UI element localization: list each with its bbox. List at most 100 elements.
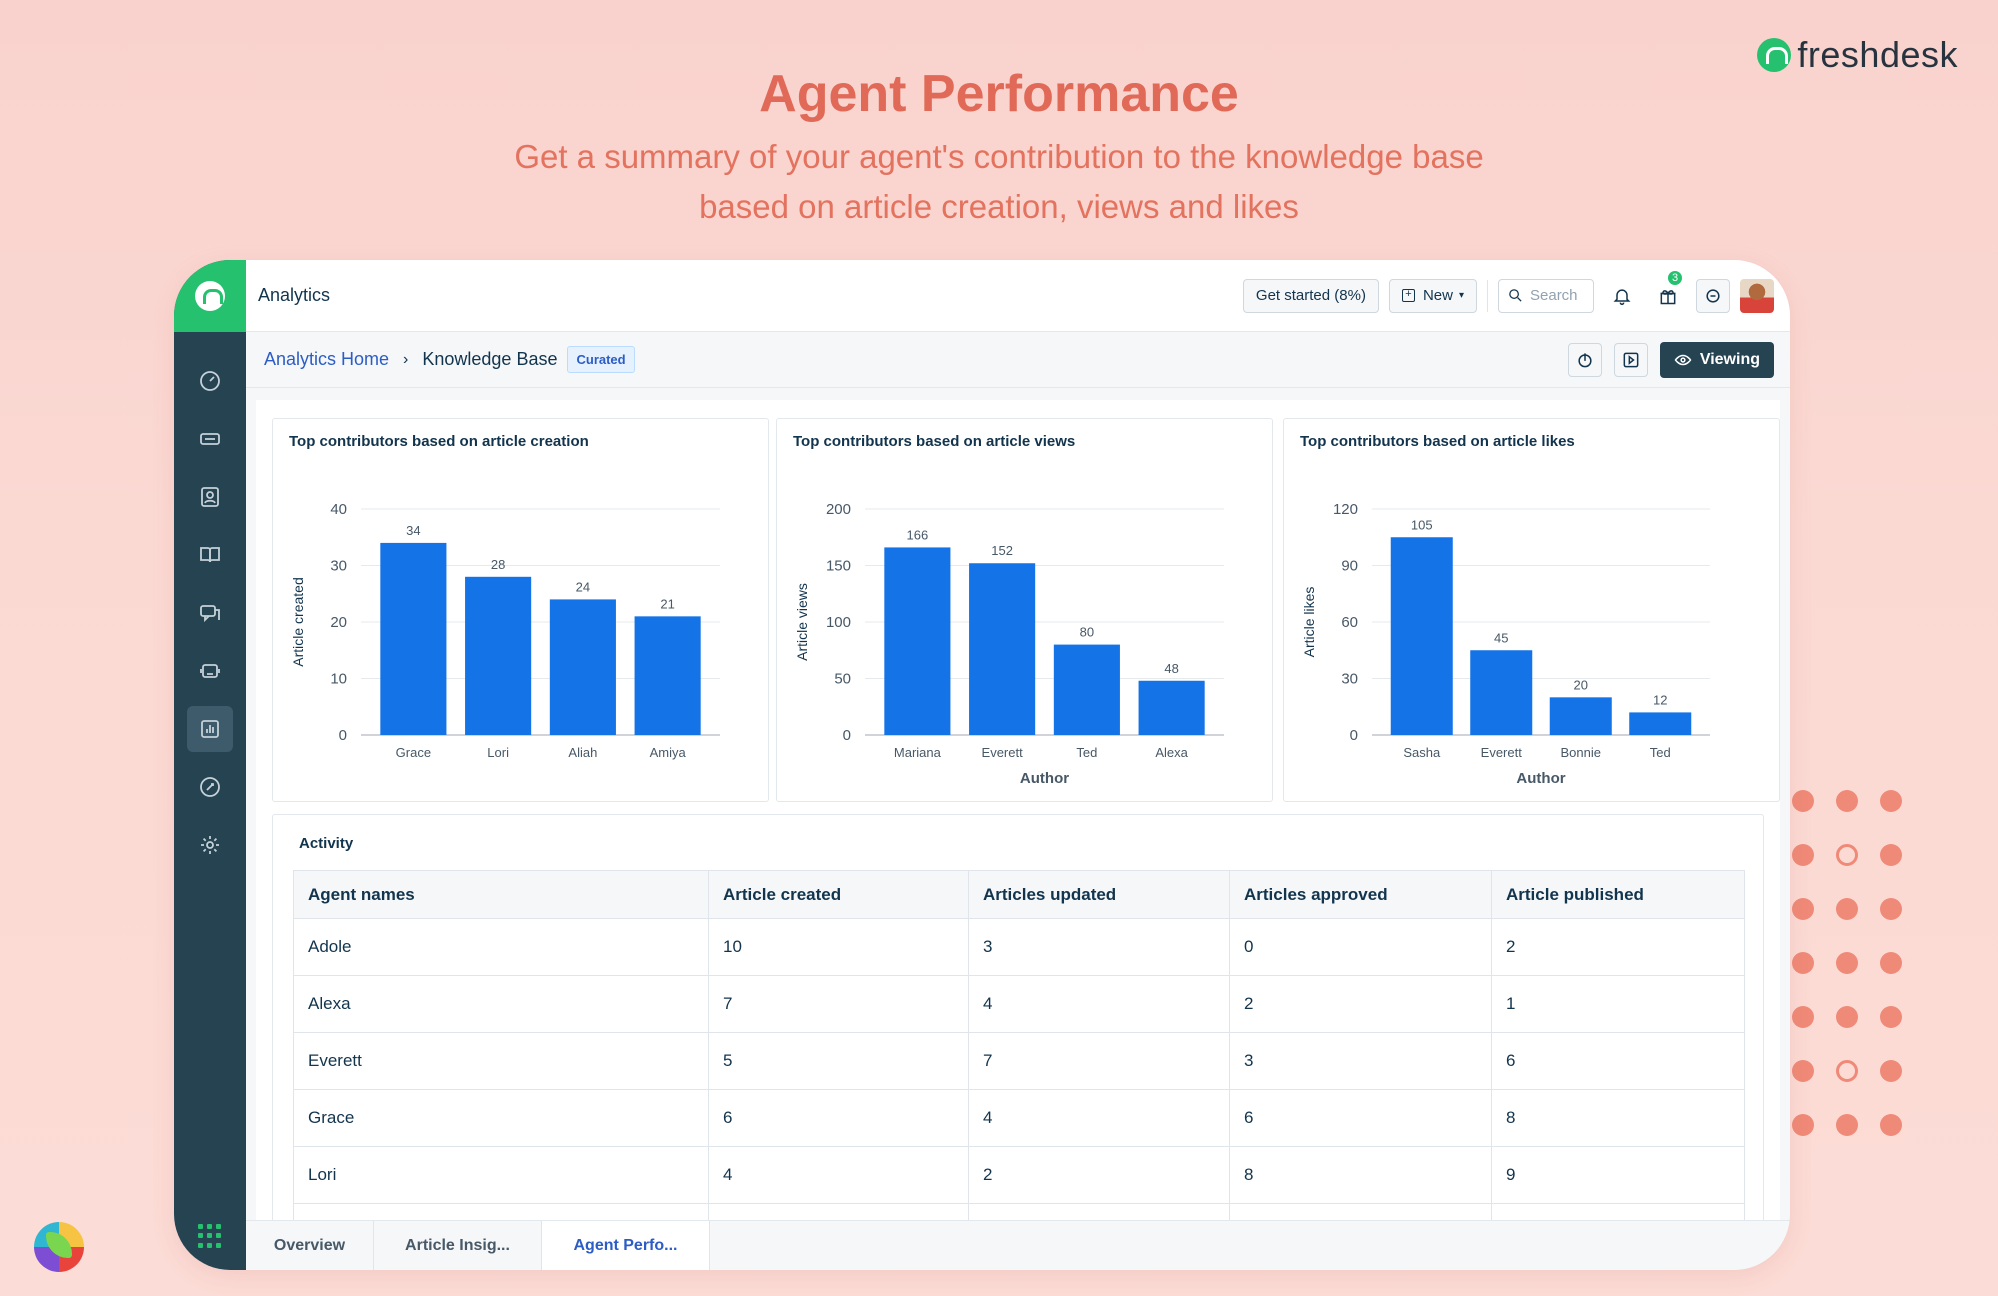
bar xyxy=(1629,712,1692,735)
table-cell: 3 xyxy=(968,918,1230,976)
forums-icon[interactable] xyxy=(187,590,233,636)
table-row: Grace 6 4 6 8 xyxy=(293,1089,1745,1147)
search-input[interactable]: Search xyxy=(1498,278,1594,313)
bar xyxy=(884,547,951,735)
admin-tools-icon[interactable] xyxy=(187,764,233,810)
y-tick-label: 120 xyxy=(1333,501,1358,518)
tab-overview[interactable]: Overview xyxy=(246,1221,374,1270)
get-started-button[interactable]: Get started (8%) xyxy=(1242,278,1379,313)
y-tick-label: 40 xyxy=(330,501,347,518)
chart-title: Top contributors based on article creati… xyxy=(289,433,589,450)
table-cell: Everett xyxy=(293,1032,709,1090)
export-icon[interactable] xyxy=(1567,342,1602,377)
table-cell: Alexa xyxy=(293,975,709,1033)
apps-grid-icon[interactable] xyxy=(198,1224,222,1248)
y-tick-label: 90 xyxy=(1341,558,1358,575)
data-label: 24 xyxy=(576,579,590,594)
column-header[interactable]: Agent names xyxy=(293,870,709,919)
x-tick-label: Ted xyxy=(1076,745,1097,760)
chart-card-article-views: 0 50 100 150 200 166 Mariana 152 Everett 80 Ted 48 A… xyxy=(776,418,1273,802)
bar xyxy=(1053,644,1120,735)
bar xyxy=(969,563,1036,735)
table-cell: 6 xyxy=(708,1089,969,1147)
x-tick-label: Bonnie xyxy=(1561,745,1601,760)
table-cell: 9 xyxy=(1491,1146,1745,1204)
freshdesk-logo: freshdesk xyxy=(1757,34,1958,76)
plus-icon: + xyxy=(1401,289,1415,302)
knowledge-base-icon[interactable] xyxy=(187,532,233,578)
x-tick-label: Alexa xyxy=(1155,745,1188,760)
tab-agent-performance[interactable]: Agent Perfo... xyxy=(542,1221,710,1270)
user-avatar[interactable] xyxy=(1740,278,1774,313)
table-cell: Grace xyxy=(293,1089,709,1147)
viewing-button[interactable]: Viewing xyxy=(1659,341,1774,378)
tickets-icon[interactable] xyxy=(187,416,233,462)
table-row: Everett 5 7 3 6 xyxy=(293,1032,1745,1090)
contacts-icon[interactable] xyxy=(187,474,233,520)
table-cell: 6 xyxy=(1229,1089,1492,1147)
chart-article-views: 0 50 100 150 200 166 Mariana 152 Everett 80 Ted 48 A… xyxy=(794,501,1224,787)
table-cell: 4 xyxy=(708,1146,969,1204)
x-tick-label: Everett xyxy=(982,745,1024,760)
data-label: 152 xyxy=(991,543,1013,558)
data-label: 12 xyxy=(1653,692,1667,707)
x-axis-label: Author xyxy=(1020,770,1069,787)
column-header[interactable]: Articles updated xyxy=(968,870,1230,919)
freddy-assistant-icon[interactable] xyxy=(1696,278,1730,313)
data-label: 48 xyxy=(1164,661,1178,676)
table-row: Lori 4 2 8 9 xyxy=(293,1146,1745,1204)
new-button[interactable]: + New ▾ xyxy=(1388,278,1477,313)
new-button-label: New xyxy=(1422,287,1453,304)
activity-title: Activity xyxy=(299,835,354,852)
column-header[interactable]: Article created xyxy=(708,870,969,919)
breadcrumb-bar: Analytics Home › Knowledge Base Curated … xyxy=(246,332,1790,388)
top-bar: Analytics Get started (8%) + New ▾ Searc… xyxy=(246,260,1790,332)
table-cell: 0 xyxy=(1229,918,1492,976)
hero-title: Agent Performance xyxy=(759,65,1239,123)
report-tabs: Overview Article Insig... Agent Perfo... xyxy=(246,1220,1790,1270)
data-label: 20 xyxy=(1574,677,1588,692)
topbar-divider xyxy=(1487,279,1488,312)
analytics-icon[interactable] xyxy=(187,706,233,752)
x-tick-label: Aliah xyxy=(568,745,597,760)
y-tick-label: 60 xyxy=(1341,614,1358,631)
search-icon xyxy=(1509,289,1522,302)
table-cell: 2 xyxy=(1229,975,1492,1033)
freshworks-logo-icon xyxy=(34,1222,84,1272)
y-tick-label: 50 xyxy=(834,671,851,688)
bar xyxy=(465,576,532,735)
breadcrumb-analytics-home[interactable]: Analytics Home xyxy=(264,349,390,369)
tab-article-insights[interactable]: Article Insig... xyxy=(374,1221,542,1270)
bar xyxy=(549,599,616,735)
table-cell: 10 xyxy=(708,918,969,976)
y-tick-label: 30 xyxy=(330,558,347,575)
app-logo[interactable] xyxy=(174,260,246,332)
x-tick-label: Sasha xyxy=(1403,745,1441,760)
x-tick-label: Everett xyxy=(1481,745,1523,760)
chart-article-likes: 0 30 60 90 120 105 Sasha 45 Everett 20 Bonnie 12 Ted… xyxy=(1301,501,1710,787)
y-axis-label: Article likes xyxy=(1301,587,1317,658)
column-header[interactable]: Article published xyxy=(1491,870,1745,919)
column-header[interactable]: Articles approved xyxy=(1229,870,1492,919)
chart-article-creation: 0 10 20 30 40 34 Grace 28 Lori 24 Aliah 21 Amiya Arti… xyxy=(290,501,720,760)
settings-gear-icon[interactable] xyxy=(187,822,233,868)
bot-icon[interactable] xyxy=(187,648,233,694)
hero-subtitle-line-2: based on article creation, views and lik… xyxy=(699,188,1299,225)
y-tick-label: 20 xyxy=(330,614,347,631)
dashboard-icon[interactable] xyxy=(187,358,233,404)
bar xyxy=(634,616,701,735)
x-axis-label: Author xyxy=(1516,770,1565,787)
gift-icon[interactable]: 3 xyxy=(1650,268,1686,314)
bar xyxy=(380,542,447,735)
data-label: 80 xyxy=(1080,625,1094,640)
data-label: 34 xyxy=(406,523,420,538)
activity-table: Agent names Article created Articles upd… xyxy=(293,870,1745,1220)
x-tick-label: Lori xyxy=(487,745,509,760)
bar xyxy=(1390,537,1453,735)
notifications-bell-icon[interactable] xyxy=(1604,278,1640,314)
y-tick-label: 0 xyxy=(843,727,851,744)
y-tick-label: 0 xyxy=(339,727,347,744)
table-cell: 2 xyxy=(1491,918,1745,976)
present-play-icon[interactable] xyxy=(1613,342,1648,377)
y-tick-label: 150 xyxy=(826,558,851,575)
